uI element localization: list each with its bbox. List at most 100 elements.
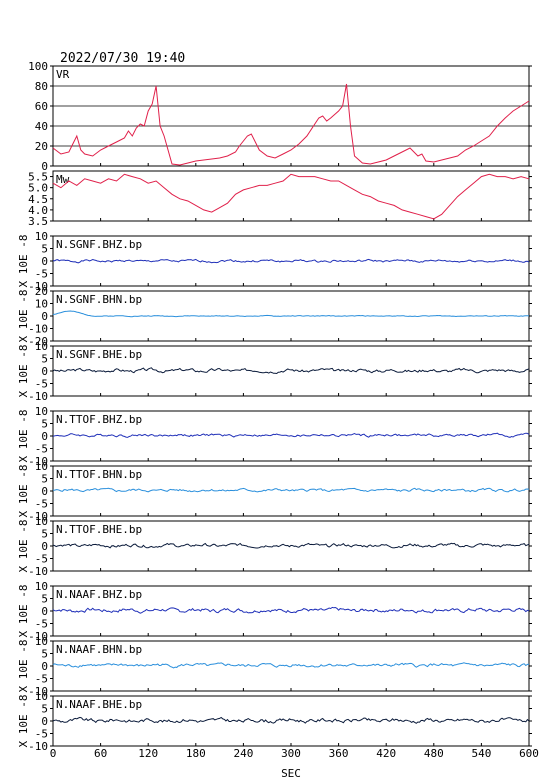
y-axis-label: X 10E -8 (17, 290, 30, 343)
y-tick-label: 20 (35, 285, 48, 298)
y-axis-label: X 10E -8 (17, 585, 30, 638)
y-tick-label: 20 (35, 140, 48, 153)
y-tick-label: 3.5 (28, 215, 48, 228)
series-line (52, 606, 530, 614)
y-axis-label: X 10E -8 (17, 235, 30, 288)
y-tick-label: 0 (41, 540, 48, 553)
panel-1: 0 20 40 60 80 100 VR (28, 60, 532, 173)
series-line (52, 432, 530, 438)
y-tick-label: 10 (35, 298, 48, 311)
y-tick-label: -10 (28, 565, 48, 578)
series-line (52, 662, 530, 669)
y-tick-label: -5 (35, 673, 48, 686)
y-tick-label: -5 (35, 728, 48, 741)
x-axis-label: SEC (281, 767, 301, 780)
y-tick-label: 5 (41, 528, 48, 541)
panel-label: N.SGNF.BHN.bp (56, 293, 142, 306)
y-tick-label: 0 (41, 255, 48, 268)
panel-label: N.SGNF.BHE.bp (56, 348, 142, 361)
y-tick-label: 10 (35, 515, 48, 528)
panel-label: N.NAAF.BHZ.bp (56, 588, 142, 601)
panel-label: N.SGNF.BHZ.bp (56, 238, 142, 251)
y-tick-label: 100 (28, 60, 48, 73)
panel-2: 3.54.04.55.05.5 Mw (28, 170, 532, 228)
y-tick-label: -20 (28, 335, 48, 348)
y-tick-label: -5 (35, 268, 48, 281)
x-tick-label: 540 (471, 747, 491, 760)
x-tick-label: 180 (186, 747, 206, 760)
y-tick-label: 40 (35, 120, 48, 133)
y-tick-label: 0 (41, 485, 48, 498)
y-tick-label: 0 (41, 310, 48, 323)
y-tick-label: 10 (35, 635, 48, 648)
series-line (52, 367, 530, 375)
y-tick-label: 5 (41, 418, 48, 431)
y-tick-label: 10 (35, 460, 48, 473)
panel-label: N.TTOF.BHZ.bp (56, 413, 142, 426)
panel-label: VR (56, 68, 70, 81)
y-tick-label: -10 (28, 280, 48, 293)
panel-label: Mw (56, 173, 70, 186)
y-tick-label: 0 (41, 160, 48, 173)
y-tick-label: 5 (41, 593, 48, 606)
x-tick-label: 60 (94, 747, 107, 760)
x-tick-label: 360 (329, 747, 349, 760)
panel-frame (52, 65, 530, 167)
x-tick-label: 420 (376, 747, 396, 760)
y-tick-label: 10 (35, 230, 48, 243)
series-line (52, 716, 530, 724)
y-tick-label: -5 (35, 618, 48, 631)
x-tick-label: 0 (50, 747, 57, 760)
series-line (52, 310, 530, 318)
y-tick-label: 0 (41, 605, 48, 618)
series-line (52, 83, 530, 166)
series-line (52, 258, 530, 264)
y-tick-label: -5 (35, 443, 48, 456)
y-axis-label: X 10E -8 (17, 695, 30, 748)
y-tick-label: 10 (35, 340, 48, 353)
y-tick-label: -10 (28, 630, 48, 643)
y-tick-label: 5 (41, 353, 48, 366)
y-tick-label: 4.5 (28, 193, 48, 206)
panel-label: N.TTOF.BHE.bp (56, 523, 142, 536)
y-tick-label: -5 (35, 553, 48, 566)
y-tick-label: -10 (28, 685, 48, 698)
y-tick-label: -10 (28, 455, 48, 468)
y-tick-label: -5 (35, 498, 48, 511)
timestamp-title: 2022/07/30 19:40 (60, 51, 185, 66)
y-axis-label: X 10E -8 (17, 345, 30, 398)
y-tick-label: 4.0 (28, 204, 48, 217)
y-tick-label: 10 (35, 405, 48, 418)
y-tick-label: 60 (35, 100, 48, 113)
x-axis: 0 60 120 180 240 300 360 420 480 540 600 (50, 747, 539, 760)
y-tick-label: 10 (35, 690, 48, 703)
y-tick-label: 5.5 (28, 171, 48, 184)
panel-label: N.TTOF.BHN.bp (56, 468, 142, 481)
y-tick-label: -10 (28, 323, 48, 336)
y-tick-label: 5.0 (28, 182, 48, 195)
x-tick-label: 120 (138, 747, 158, 760)
panel-label: N.NAAF.BHE.bp (56, 698, 142, 711)
y-tick-label: 0 (41, 660, 48, 673)
y-tick-label: 10 (35, 580, 48, 593)
y-tick-label: 0 (41, 365, 48, 378)
series-line (52, 487, 530, 493)
x-tick-label: 480 (424, 747, 444, 760)
y-axis-label: X 10E -8 (17, 640, 30, 693)
y-tick-label: -10 (28, 390, 48, 403)
x-tick-label: 240 (233, 747, 253, 760)
x-tick-label: 600 (519, 747, 539, 760)
y-tick-label: 5 (41, 473, 48, 486)
y-tick-label: -10 (28, 740, 48, 753)
y-tick-label: 5 (41, 703, 48, 716)
